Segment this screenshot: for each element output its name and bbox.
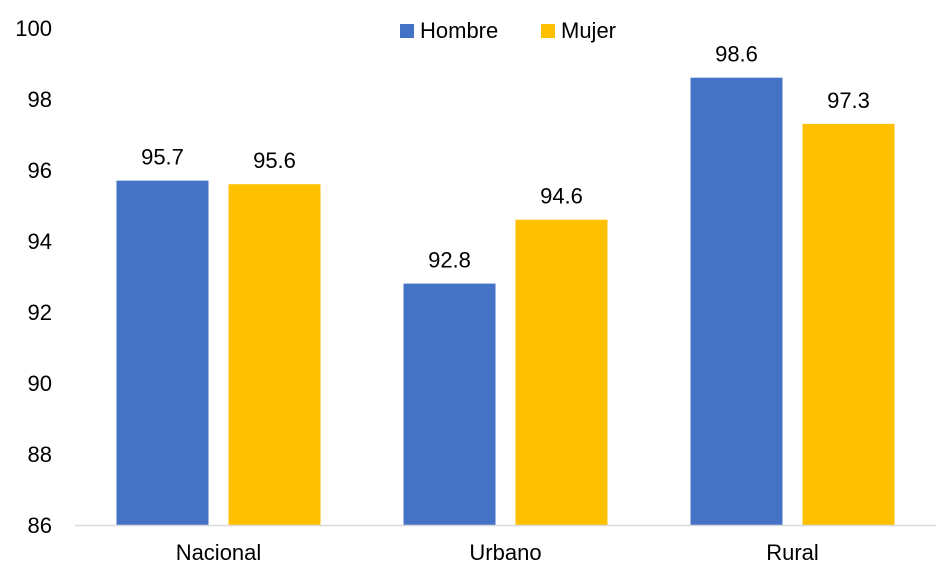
bar-mujer-rural [802,123,895,525]
category-label-urbano: Urbano [469,540,541,565]
y-tick-label: 96 [28,158,52,183]
y-axis-ticks: 86 88 90 92 94 96 98 100 [15,16,52,538]
y-tick-label: 100 [15,16,52,41]
legend-swatch-hombre [400,24,414,38]
y-tick-label: 92 [28,300,52,325]
legend-swatch-mujer [541,24,555,38]
legend-label-mujer: Mujer [561,18,616,43]
bar-mujer-nacional [228,184,321,525]
category-labels: Nacional Urbano Rural [176,540,819,565]
value-label: 98.6 [715,42,758,67]
value-label: 92.8 [428,248,471,273]
value-label: 94.6 [540,184,583,209]
value-label: 95.7 [141,145,184,170]
legend: Hombre Mujer [400,18,616,43]
y-tick-label: 86 [28,513,52,538]
bars-group [116,77,895,525]
value-label: 97.3 [827,88,870,113]
category-label-rural: Rural [766,540,819,565]
y-tick-label: 88 [28,442,52,467]
bar-hombre-rural [690,77,783,525]
bar-hombre-urbano [403,283,496,525]
y-tick-label: 90 [28,371,52,396]
category-label-nacional: Nacional [176,540,262,565]
y-tick-label: 94 [28,229,52,254]
value-label: 95.6 [253,148,296,173]
legend-label-hombre: Hombre [420,18,498,43]
bar-hombre-nacional [116,180,209,525]
bar-mujer-urbano [515,219,608,525]
value-labels-group: 95.7 95.6 92.8 94.6 98.6 97.3 [141,42,870,273]
y-tick-label: 98 [28,87,52,112]
